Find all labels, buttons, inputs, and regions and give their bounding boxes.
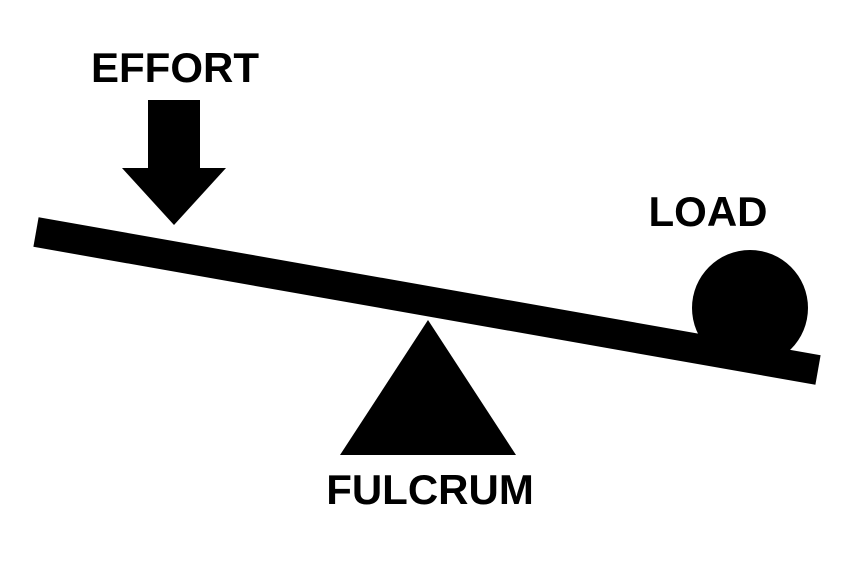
load-label: LOAD [649, 188, 768, 235]
effort-label: EFFORT [91, 44, 259, 91]
fulcrum-label: FULCRUM [326, 466, 534, 513]
effort-arrow-head [122, 168, 226, 225]
load-circle [692, 250, 808, 366]
fulcrum-triangle [340, 320, 516, 455]
effort-arrow-shaft [148, 100, 200, 172]
lever-diagram: EFFORT LOAD FULCRUM [0, 0, 867, 579]
